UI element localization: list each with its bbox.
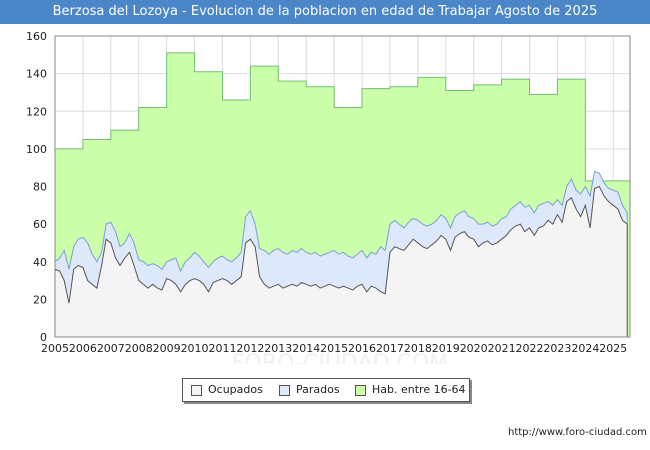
y-tick-label: 0 xyxy=(40,331,47,344)
x-tick-label: 2009 xyxy=(153,342,181,355)
x-tick-label: 2020 xyxy=(460,342,488,355)
x-tick-label: 2016 xyxy=(348,342,376,355)
x-tick-label: 2007 xyxy=(97,342,125,355)
legend-label-ocupados: Ocupados xyxy=(208,383,263,396)
hab-swatch-icon xyxy=(355,385,366,396)
x-tick-label: 2008 xyxy=(125,342,153,355)
x-tick-label: 2018 xyxy=(404,342,432,355)
x-tick-label: 2005 xyxy=(41,342,69,355)
y-tick-label: 140 xyxy=(26,68,47,81)
y-axis-ticks: 0 20 40 60 80 100 120 140 160 xyxy=(26,30,47,344)
x-tick-label: 2022 xyxy=(516,342,544,355)
y-tick-label: 100 xyxy=(26,143,47,156)
x-tick-label: 2019 xyxy=(432,342,460,355)
x-tick-label: 2013 xyxy=(264,342,292,355)
x-tick-label: 2021 xyxy=(488,342,516,355)
watermark-text: FORO-CIUDAD.COM xyxy=(232,351,448,364)
y-tick-label: 160 xyxy=(26,30,47,43)
source-url: http://www.foro-ciudad.com xyxy=(508,427,647,438)
x-tick-label: 2006 xyxy=(69,342,97,355)
legend-label-hab: Hab. entre 16-64 xyxy=(372,383,466,396)
x-tick-label: 2010 xyxy=(181,342,209,355)
x-tick-label: 2024 xyxy=(571,342,599,355)
x-tick-label: 2025 xyxy=(599,342,627,355)
plot-frame xyxy=(54,35,631,338)
parados-swatch-icon xyxy=(279,385,290,396)
x-tick-label: 2012 xyxy=(236,342,264,355)
y-tick-label: 20 xyxy=(33,293,47,306)
y-tick-label: 120 xyxy=(26,105,47,118)
x-tick-label: 2023 xyxy=(543,342,571,355)
y-tick-label: 60 xyxy=(33,218,47,231)
y-tick-label: 40 xyxy=(33,256,47,269)
chart-legend: Ocupados Parados Hab. entre 16-64 xyxy=(182,378,470,402)
population-chart: FORO-CIUDAD.COM 0 20 40 60 80 100 120 140 160 20… xyxy=(26,30,631,364)
x-tick-label: 2015 xyxy=(320,342,348,355)
x-tick-label: 2014 xyxy=(292,342,320,355)
ocupados-swatch-icon xyxy=(191,385,202,396)
chart-title: Berzosa del Lozoya - Evolucion de la pob… xyxy=(0,0,650,24)
y-tick-label: 80 xyxy=(33,181,47,194)
x-tick-label: 2011 xyxy=(208,342,236,355)
ocupados-area xyxy=(54,185,628,338)
x-tick-label: 2017 xyxy=(376,342,404,355)
legend-label-parados: Parados xyxy=(296,383,340,396)
x-axis-ticks: 2005 2006 2007 2008 2009 2010 2011 2012 2013 2014… xyxy=(41,342,627,355)
